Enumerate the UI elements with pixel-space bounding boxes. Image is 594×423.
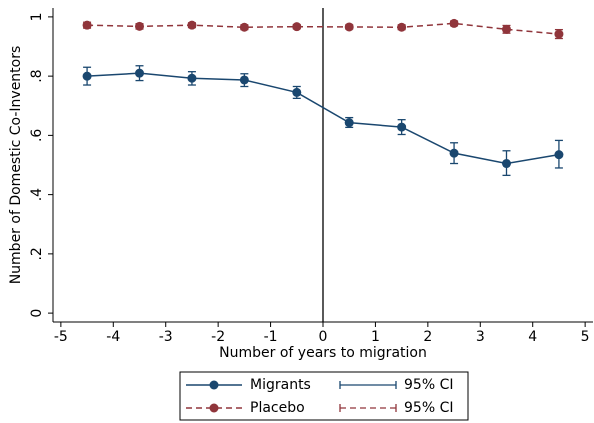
point (344, 22, 354, 32)
x-tick-label: 3 (476, 329, 485, 345)
y-tick-label: 1 (29, 12, 45, 21)
x-tick-label: 2 (423, 329, 432, 345)
y-tick-label: .6 (29, 129, 45, 142)
y-axis-title: Number of Domestic Co-Inventors (8, 46, 24, 285)
point (187, 73, 197, 83)
point (554, 150, 564, 160)
y-tick-label: .2 (29, 247, 45, 260)
point (449, 18, 459, 28)
point (82, 71, 92, 81)
point (554, 29, 564, 39)
series-line (87, 72, 560, 165)
x-tick-label: 4 (528, 329, 537, 345)
x-tick-label: -5 (54, 329, 68, 345)
x-tick-label: -2 (211, 329, 225, 345)
x-tick-label: 0 (319, 329, 328, 345)
legend-marker (209, 380, 219, 390)
legend-box (179, 371, 469, 421)
point (397, 122, 407, 132)
point (135, 21, 145, 31)
y-tick-label: .8 (29, 69, 45, 82)
x-tick-label: 5 (581, 329, 590, 345)
legend-ci-label: 95% CI (404, 377, 453, 393)
legend-marker (209, 403, 219, 413)
x-tick-label: -3 (159, 329, 173, 345)
point (135, 68, 145, 78)
y-tick-label: .4 (29, 188, 45, 201)
x-tick-label: 1 (371, 329, 380, 345)
x-tick-label: -1 (264, 329, 278, 345)
series-line (87, 22, 559, 35)
point (239, 75, 249, 85)
y-tick-label: 0 (29, 309, 45, 318)
point (397, 22, 407, 32)
point (82, 20, 92, 30)
x-axis-title: Number of years to migration (219, 345, 427, 361)
x-tick-label: -4 (106, 329, 120, 345)
point (501, 159, 511, 169)
point (501, 24, 511, 34)
point (292, 22, 302, 32)
legend-label: Migrants (250, 377, 311, 393)
legend-ci-label: 95% CI (404, 400, 453, 416)
point (292, 87, 302, 97)
point (449, 148, 459, 158)
point (239, 22, 249, 32)
point (187, 20, 197, 30)
legend-label: Placebo (250, 400, 305, 416)
point (344, 118, 354, 128)
